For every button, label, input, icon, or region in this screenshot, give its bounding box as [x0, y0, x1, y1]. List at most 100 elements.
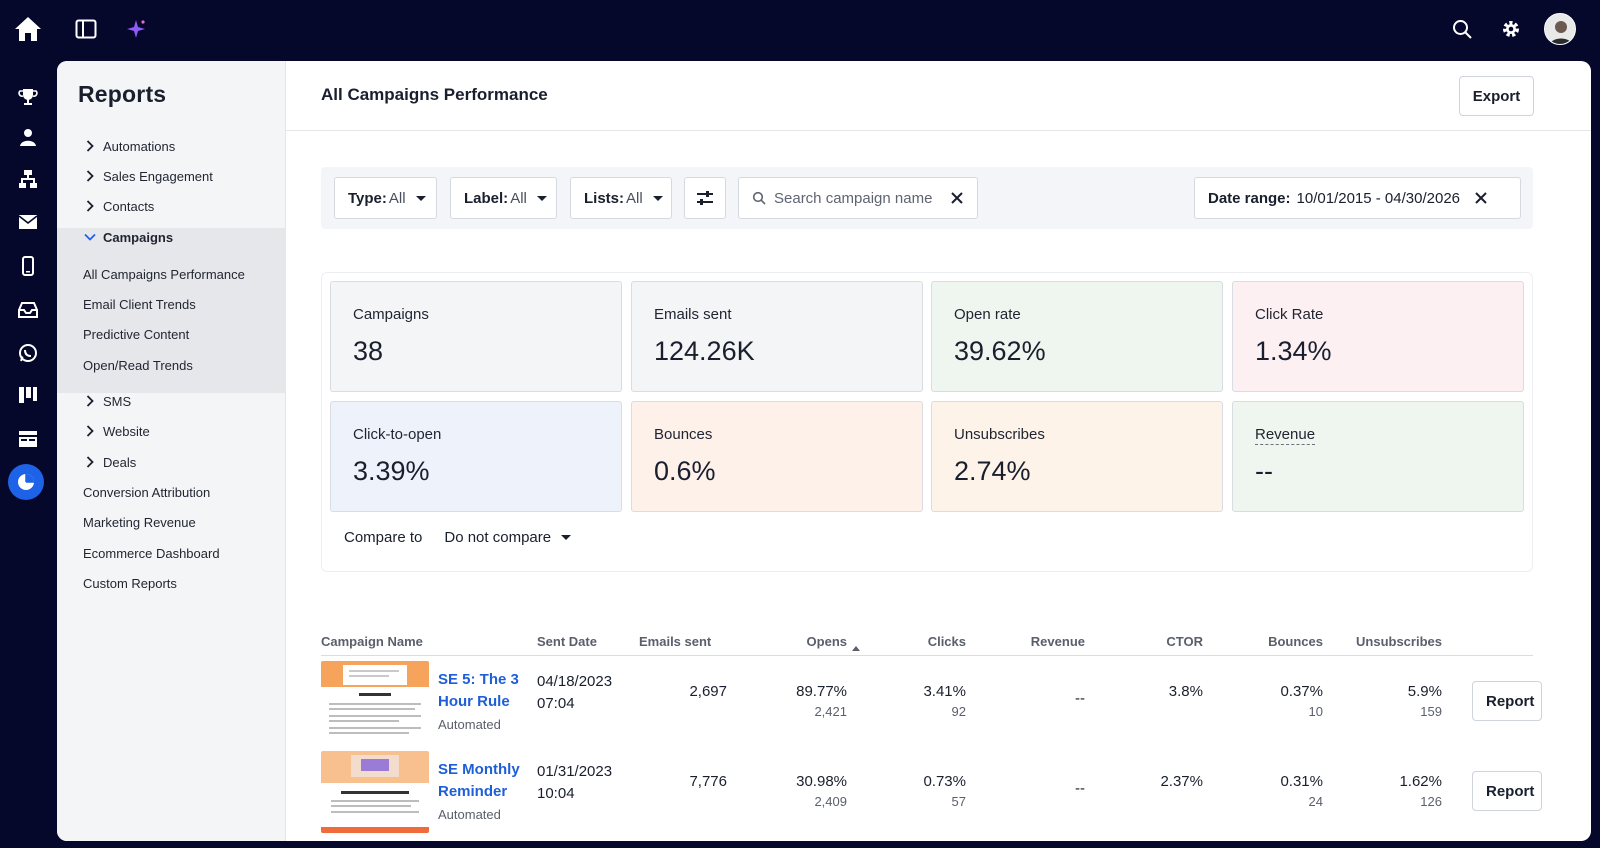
- search-icon[interactable]: [1447, 14, 1477, 44]
- revenue-value: --: [1075, 690, 1085, 707]
- report-button[interactable]: Report: [1472, 681, 1542, 721]
- top-bar: [0, 0, 1600, 60]
- sidebar-item-all-campaigns-performance[interactable]: All Campaigns Performance: [83, 266, 245, 282]
- chevron-right-icon: [84, 425, 96, 437]
- sidebar-item-predictive-content[interactable]: Predictive Content: [83, 326, 190, 342]
- lists-filter-value: All: [626, 189, 643, 207]
- automations-icon[interactable]: [13, 164, 43, 194]
- sidebar-item-ecommerce-dashboard[interactable]: Ecommerce Dashboard: [83, 545, 220, 561]
- caret-down-icon: [536, 195, 547, 201]
- unsubscribes-value: 5.9%: [1407, 683, 1442, 700]
- clear-date-icon[interactable]: [1474, 191, 1488, 205]
- stat-label: Open rate: [954, 306, 1021, 323]
- stat-label: Click-to-open: [353, 426, 442, 443]
- bounces-value: 0.37%: [1280, 683, 1323, 700]
- page-header: All Campaigns Performance Export: [286, 61, 1591, 131]
- unsubscribes-count: 159: [1420, 704, 1442, 719]
- sidebar-item-sms[interactable]: SMS: [57, 386, 286, 416]
- website-icon[interactable]: [13, 424, 43, 454]
- label-filter[interactable]: Label: All: [450, 177, 557, 219]
- export-button[interactable]: Export: [1459, 76, 1534, 116]
- col-clicks[interactable]: Clicks: [927, 634, 966, 649]
- col-emails-sent[interactable]: Emails sent: [639, 634, 712, 649]
- sparkle-icon[interactable]: [121, 14, 151, 44]
- sidebar-item-label: SMS: [103, 393, 132, 409]
- col-opens[interactable]: Opens: [806, 634, 847, 649]
- contacts-icon[interactable]: [13, 122, 43, 152]
- col-unsubscribes[interactable]: Unsubscribes: [1356, 634, 1442, 649]
- compare-value: Do not compare: [444, 529, 552, 546]
- stat-value: 0.6%: [654, 456, 716, 486]
- col-revenue[interactable]: Revenue: [1030, 634, 1085, 649]
- col-ctor[interactable]: CTOR: [1166, 634, 1203, 649]
- date-range-filter[interactable]: Date range: 10/01/2015 - 04/30/2026: [1194, 177, 1521, 219]
- search-input[interactable]: [774, 189, 944, 207]
- pipelines-icon[interactable]: [13, 380, 43, 410]
- gear-icon[interactable]: [1496, 14, 1526, 44]
- stat-label: Campaigns: [353, 306, 429, 323]
- stat-label[interactable]: Revenue: [1255, 426, 1316, 445]
- label-filter-value: All: [510, 189, 527, 207]
- whatsapp-icon[interactable]: [13, 338, 43, 368]
- opens-count: 2,409: [814, 794, 847, 809]
- sidebar-item-sales-engagement[interactable]: Sales Engagement: [57, 161, 286, 191]
- clicks-count: 57: [951, 794, 966, 809]
- sidebar-item-contacts[interactable]: Contacts: [57, 191, 286, 221]
- user-avatar[interactable]: [1544, 13, 1576, 45]
- sidebar-item-open-read-trends[interactable]: Open/Read Trends: [83, 357, 193, 373]
- type-filter-label: Type:: [348, 189, 387, 207]
- campaign-search: [738, 177, 978, 219]
- stat-value: 38: [353, 336, 384, 366]
- sidebar-item-label: Sales Engagement: [103, 168, 213, 184]
- reports-icon[interactable]: [8, 464, 44, 500]
- compare-label: Compare to: [344, 529, 423, 546]
- lists-filter[interactable]: Lists: All: [570, 177, 672, 219]
- sidebar-item-conversion-attribution[interactable]: Conversion Attribution: [83, 484, 211, 500]
- clicks-value: 3.41%: [923, 683, 966, 700]
- sidebar-item-custom-reports[interactable]: Custom Reports: [83, 575, 177, 591]
- col-bounces[interactable]: Bounces: [1268, 634, 1323, 649]
- emails-sent-value: 2,697: [689, 683, 727, 700]
- sidebar-item-label: Automations: [103, 138, 176, 154]
- sidebar-item-automations[interactable]: Automations: [57, 131, 286, 161]
- advanced-filters-button[interactable]: [684, 177, 726, 219]
- main-content: All Campaigns Performance Export Type: A…: [286, 61, 1591, 841]
- sidebar-item-label: Contacts: [103, 198, 155, 214]
- sidebar-item-campaigns[interactable]: Campaigns: [57, 222, 286, 252]
- sidebar-item-marketing-revenue[interactable]: Marketing Revenue: [83, 514, 196, 530]
- inbox-icon[interactable]: [13, 295, 43, 325]
- sidebar-toggle-icon[interactable]: [71, 14, 101, 44]
- sidebar-item-website[interactable]: Website: [57, 416, 286, 446]
- unsubscribes-count: 126: [1420, 794, 1442, 809]
- type-filter[interactable]: Type: All: [334, 177, 437, 219]
- stat-value: --: [1255, 456, 1273, 486]
- campaign-name-line: Reminder: [438, 783, 508, 800]
- sidebar-item-label: Campaigns: [103, 229, 174, 245]
- campaign-name-link[interactable]: SE 5: The 3 Hour Rule: [438, 669, 528, 713]
- campaign-type: Automated: [438, 807, 501, 822]
- mobile-icon[interactable]: [13, 251, 43, 281]
- table-row: SE Monthly Reminder Automated 01/31/2023…: [321, 747, 1542, 837]
- col-sent-date[interactable]: Sent Date: [537, 634, 597, 649]
- sidebar-item-deals[interactable]: Deals: [57, 447, 286, 477]
- sidebar-item-email-client-trends[interactable]: Email Client Trends: [83, 296, 196, 312]
- compare-dropdown[interactable]: Do not compare: [444, 529, 572, 546]
- campaign-thumbnail[interactable]: [321, 751, 429, 833]
- clear-search-icon[interactable]: [950, 191, 964, 205]
- bounces-value: 0.31%: [1280, 773, 1323, 790]
- report-button[interactable]: Report: [1472, 771, 1542, 811]
- label-filter-label: Label:: [464, 189, 509, 207]
- home-icon[interactable]: [13, 14, 43, 44]
- sliders-icon: [697, 191, 713, 205]
- table-header: Campaign Name Sent Date Emails sent Open…: [321, 626, 1533, 656]
- email-icon[interactable]: [13, 207, 43, 237]
- stat-card-click-to-open: Click-to-open 3.39%: [330, 401, 622, 512]
- col-campaign-name[interactable]: Campaign Name: [321, 634, 423, 649]
- unsubscribes-value: 1.62%: [1399, 773, 1442, 790]
- campaigns-group-bg: [57, 228, 286, 393]
- trophy-icon[interactable]: [13, 82, 43, 112]
- campaign-name-link[interactable]: SE Monthly Reminder: [438, 759, 528, 803]
- chevron-right-icon: [84, 200, 96, 212]
- bounces-count: 24: [1308, 794, 1323, 809]
- campaign-thumbnail[interactable]: [321, 661, 429, 743]
